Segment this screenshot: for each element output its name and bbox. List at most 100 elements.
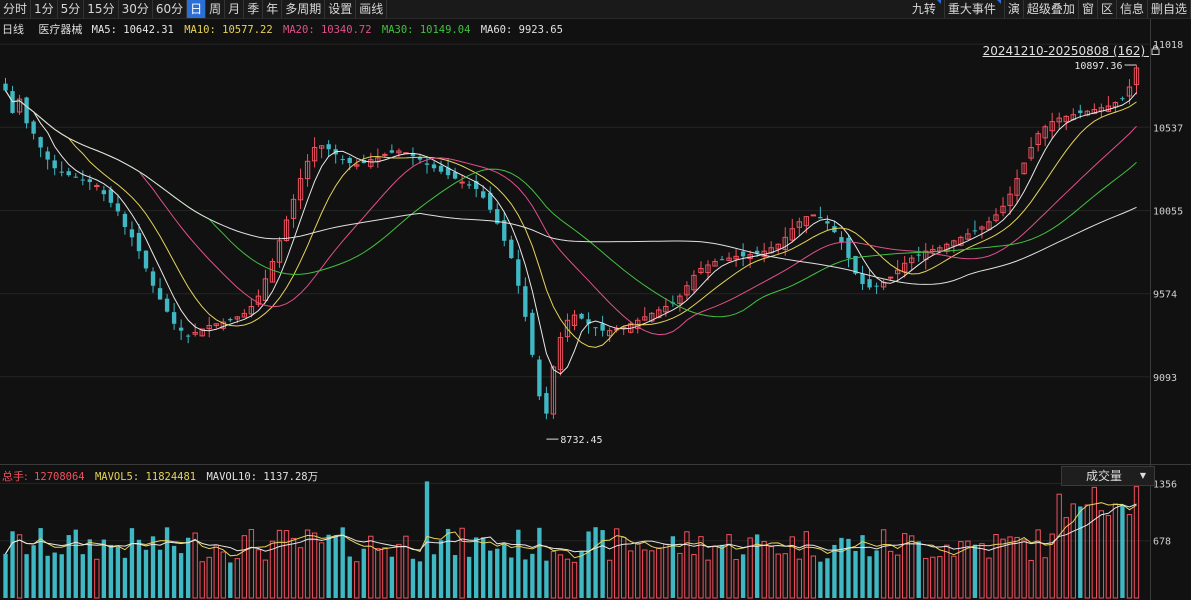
candle-body [1063,115,1069,123]
volume-bar [635,543,641,599]
tab-6[interactable]: 日 [187,0,207,18]
volume-bar [368,535,374,599]
candle-body [66,171,71,176]
low-price-label: 8732.45 [560,435,602,446]
volume-bar [698,536,704,599]
candle-body [965,233,971,240]
ma30-label: MA30: [381,24,414,36]
volume-bar [262,559,269,599]
candle-body [916,254,921,256]
volume-bar [656,547,662,599]
tool-button-2[interactable]: 演 [1005,0,1024,18]
volume-bar [424,481,430,598]
candle-body [726,257,732,261]
volume-bar [38,528,43,598]
candle-body [354,164,360,167]
tab-0[interactable]: 分时 [0,0,32,18]
volume-tick-label: 678 [1153,537,1171,548]
candle-body [283,219,290,242]
price-tick-label: 10537 [1153,123,1183,134]
volume-bar [740,554,746,598]
volume-bar [129,528,135,598]
volume-bar [993,534,999,599]
volume-bar [410,558,416,598]
candle-body [705,264,711,274]
candle-body [108,189,114,203]
total-value: 12708064 [34,471,85,483]
candle-body [185,335,191,337]
candle-body [509,239,514,259]
price-tick-label: 11018 [1153,40,1183,51]
tab-2[interactable]: 5分 [58,0,85,18]
volume-bar [754,534,760,598]
volume-bar [206,556,212,599]
tab-3[interactable]: 15分 [84,0,119,18]
candle-body [473,181,479,189]
volume-bar [1049,533,1055,599]
volume-bar [10,531,15,598]
tool-button-5[interactable]: 区 [1098,0,1117,18]
candle-body [684,285,690,296]
tab-10[interactable]: 年 [263,0,283,18]
candle-body [642,316,648,321]
tab-13[interactable]: 画线 [356,0,388,18]
candle-body [979,226,985,230]
candle-body [129,229,135,238]
candle-body [740,251,746,257]
candle-body [691,274,697,291]
candle-body [698,267,704,273]
candle-body [361,160,366,164]
candle-body [94,185,100,188]
volume-bar [1021,539,1027,599]
tool-button-0[interactable]: 九转 [909,0,945,18]
volume-bar [354,561,360,599]
volume-bar [944,544,950,599]
volume-bar [557,554,564,599]
candle-body [901,262,908,273]
candle-body [73,176,78,178]
volume-bar [523,559,528,598]
tab-5[interactable]: 60分 [153,0,188,18]
candle-body [389,150,395,153]
volume-bar [445,528,451,598]
tool-button-3[interactable]: 超级叠加 [1024,0,1079,18]
tab-12[interactable]: 设置 [325,0,357,18]
volume-bar [593,527,598,598]
volume-bar [530,553,535,598]
date-range-label[interactable]: 20241210-20250808 (162) [983,44,1160,58]
price-tick-label: 10055 [1153,207,1183,218]
volume-bar [839,537,844,598]
candle-body [537,359,542,397]
volume-bar [192,532,198,599]
tab-7[interactable]: 周 [206,0,226,18]
tool-button-6[interactable]: 信息 [1117,0,1148,18]
ma10-label: MA10: [184,24,216,36]
candle-body [269,261,276,283]
volume-bar [1035,529,1041,599]
lock-icon[interactable] [1151,45,1160,58]
price-tick-label: 9093 [1153,373,1177,384]
candle-body [523,286,528,317]
volume-bar [537,527,542,598]
tool-button-4[interactable]: 窗 [1079,0,1098,18]
volume-bar [1126,514,1133,599]
volume-bar [45,555,50,598]
candle-body [867,279,872,288]
tab-8[interactable]: 月 [225,0,245,18]
candle-body [663,305,669,313]
tab-9[interactable]: 季 [244,0,264,18]
tab-4[interactable]: 30分 [119,0,153,18]
tab-1[interactable]: 1分 [31,0,58,18]
tab-11[interactable]: 多周期 [282,0,326,18]
candle-body [304,160,311,180]
tool-button-7[interactable]: 删自选 [1148,0,1191,18]
volume-indicator-select[interactable]: 成交量 ▼ [1061,466,1155,486]
candle-body [488,192,493,210]
candle-body [16,98,23,113]
volume-bar [909,535,915,599]
tool-button-1[interactable]: 重大事件 [945,0,1005,18]
volume-bar [438,540,444,598]
ma60-line [5,90,1137,285]
volume-bar [157,549,163,598]
volume-bar [1120,504,1125,598]
